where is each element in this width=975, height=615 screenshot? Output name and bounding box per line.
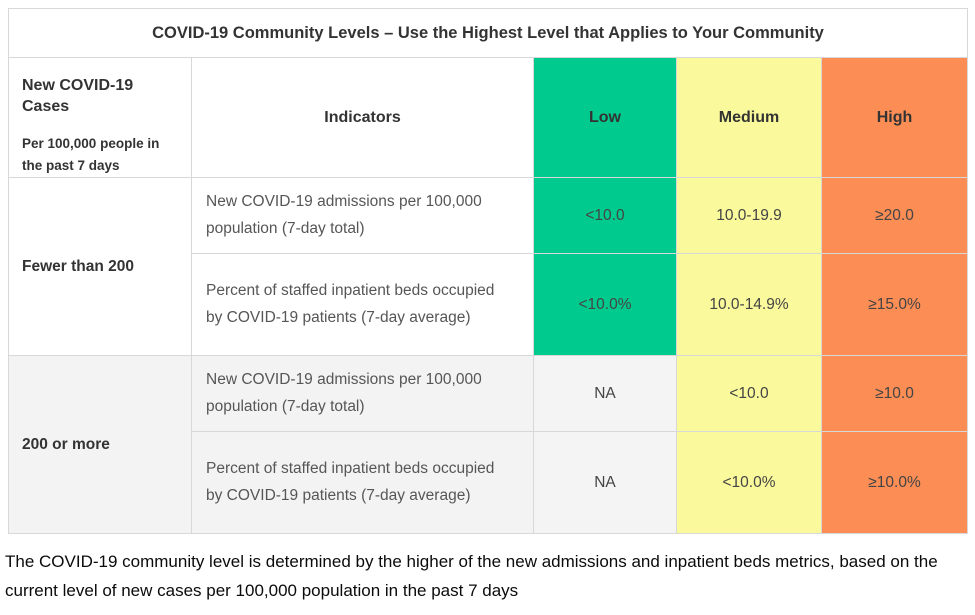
- indicator-cell: New COVID-19 admissions per 100,000 popu…: [191, 355, 534, 433]
- header-level-low: Low: [533, 56, 677, 179]
- value-cell-low: <10.0: [533, 177, 677, 255]
- table-title: COVID-19 Community Levels – Use the High…: [7, 8, 969, 58]
- title-row: COVID-19 Community Levels – Use the High…: [7, 8, 969, 58]
- value-cell-medium: <10.0%: [676, 431, 822, 535]
- table-row: Percent of staffed inpatient beds occupi…: [9, 431, 969, 535]
- table-row: Fewer than 200 New COVID-19 admissions p…: [8, 177, 969, 357]
- header-row: New COVID-19 Cases Per 100,000 people in…: [8, 56, 969, 179]
- value-cell-medium: 10.0-14.9%: [676, 253, 822, 357]
- value-cell-medium: 10.0-19.9: [676, 177, 822, 255]
- value-cell-low: NA: [533, 355, 677, 433]
- indicator-cell: New COVID-19 admissions per 100,000 popu…: [191, 177, 534, 255]
- table-row: 200 or more New COVID-19 admissions per …: [8, 355, 969, 535]
- header-new-cases: New COVID-19 Cases Per 100,000 people in…: [8, 56, 192, 179]
- footnote-text: The COVID-19 community level is determin…: [5, 552, 938, 601]
- header-new-cases-subtitle: Per 100,000 people in the past 7 days: [22, 135, 160, 173]
- group-label-200-or-more: 200 or more: [8, 355, 192, 535]
- indicator-cell: Percent of staffed inpatient beds occupi…: [191, 253, 534, 357]
- value-cell-high: ≥10.0%: [820, 431, 969, 535]
- community-levels-table: COVID-19 Community Levels – Use the High…: [7, 8, 969, 535]
- value-cell-low: <10.0%: [533, 253, 677, 357]
- header-level-high: High: [820, 56, 969, 179]
- value-cell-high: ≥15.0%: [820, 253, 969, 357]
- indicator-cell: Percent of staffed inpatient beds occupi…: [191, 431, 534, 535]
- value-cell-high: ≥10.0: [820, 355, 969, 433]
- value-cell-high: ≥20.0: [820, 177, 969, 255]
- header-indicators: Indicators: [191, 56, 534, 179]
- table-row: Percent of staffed inpatient beds occupi…: [9, 253, 969, 357]
- group-label-fewer-than-200: Fewer than 200: [8, 177, 192, 357]
- value-cell-medium: <10.0: [676, 355, 822, 433]
- value-cell-low: NA: [533, 431, 677, 535]
- header-new-cases-title: New COVID-19 Cases: [22, 77, 134, 115]
- header-level-medium: Medium: [676, 56, 822, 179]
